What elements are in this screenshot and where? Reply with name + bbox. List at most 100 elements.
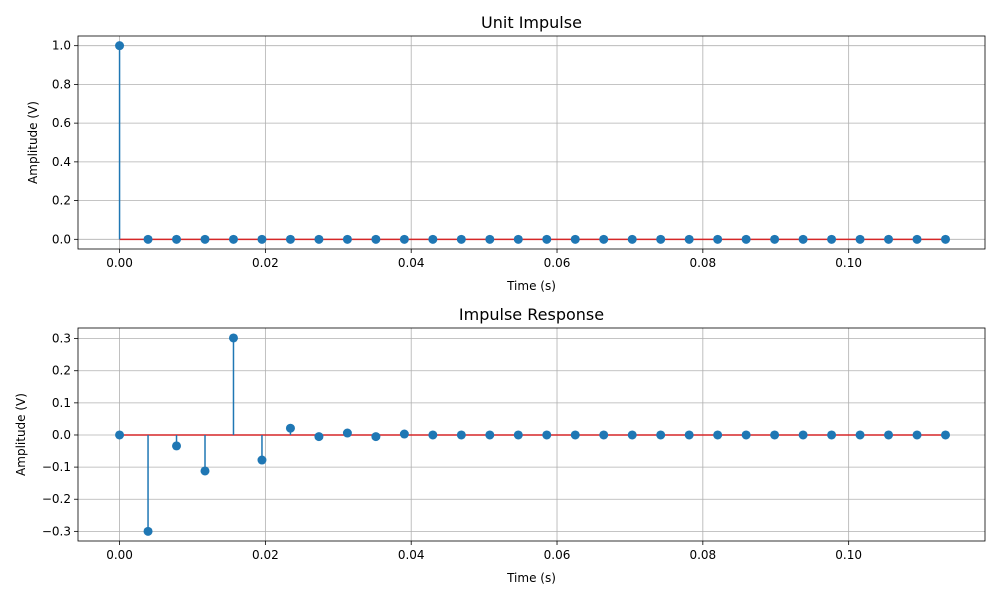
stem-marker — [627, 234, 637, 244]
stem-marker — [912, 430, 922, 440]
stem-marker — [912, 234, 922, 244]
x-tick-label: 0.08 — [689, 548, 716, 562]
tick-marks: 0.00 0.02 0.04 0.06 0.08 0.10 0.0 0.2 0.4 0.6 0.8 1… — [52, 39, 862, 270]
stem-marker — [542, 234, 552, 244]
stem-marker — [428, 234, 438, 244]
y-tick-label: 0.0 — [52, 428, 71, 442]
y-tick-label: 0.2 — [52, 364, 71, 378]
y-tick-label: 0.4 — [52, 155, 71, 169]
stem-marker — [713, 430, 723, 440]
stem-marker — [770, 234, 780, 244]
grid-lines — [78, 36, 985, 249]
y-tick-label: −0.3 — [42, 524, 71, 538]
x-tick-label: 0.08 — [689, 256, 716, 270]
stem-marker — [770, 430, 780, 440]
stem-series — [115, 333, 951, 536]
stem-marker — [713, 234, 723, 244]
stem-marker — [342, 234, 352, 244]
stem-marker — [285, 423, 295, 433]
stem-marker — [115, 430, 125, 440]
y-tick-label: 0.2 — [52, 194, 71, 208]
y-axis-label: Amplitude (V) — [14, 393, 28, 476]
stem-marker — [599, 430, 609, 440]
x-axis-label: Time (s) — [506, 279, 556, 293]
y-tick-label: 0.0 — [52, 232, 71, 246]
axes-frame — [77, 327, 986, 542]
stem-marker — [428, 430, 438, 440]
stem-marker — [827, 430, 837, 440]
stem-marker — [656, 430, 666, 440]
stem-marker — [884, 430, 894, 440]
stem-marker — [855, 234, 865, 244]
stem-marker — [399, 234, 409, 244]
stem-marker — [314, 432, 324, 442]
stem-marker — [570, 234, 580, 244]
y-tick-label: 0.6 — [52, 116, 71, 130]
chart-title: Impulse Response — [459, 305, 604, 324]
y-tick-label: −0.1 — [42, 460, 71, 474]
y-tick-label: 0.8 — [52, 77, 71, 91]
x-tick-label: 0.02 — [252, 256, 279, 270]
stem-series — [115, 41, 951, 244]
stem-marker — [115, 41, 125, 51]
x-tick-label: 0.00 — [106, 548, 133, 562]
stem-marker — [143, 526, 153, 536]
x-tick-label: 0.10 — [835, 256, 862, 270]
subplot-impulse-response: 0.00 0.02 0.04 0.06 0.08 0.10 −0.3 −0.2 −0.1 0.0 0… — [14, 305, 986, 585]
stem-marker — [399, 429, 409, 439]
stem-marker — [143, 234, 153, 244]
stem-marker — [257, 234, 267, 244]
stem-marker — [342, 428, 352, 438]
stem-marker — [200, 466, 210, 476]
x-tick-label: 0.06 — [544, 548, 571, 562]
chart-title: Unit Impulse — [481, 13, 582, 32]
stem-marker — [285, 234, 295, 244]
stem-marker — [542, 430, 552, 440]
stem-marker — [798, 430, 808, 440]
x-tick-label: 0.04 — [398, 256, 425, 270]
stem-marker — [513, 234, 523, 244]
y-tick-label: 0.1 — [52, 396, 71, 410]
x-tick-label: 0.10 — [835, 548, 862, 562]
stem-marker — [371, 432, 381, 442]
stem-marker — [570, 430, 580, 440]
stem-marker — [456, 430, 466, 440]
x-tick-label: 0.04 — [398, 548, 425, 562]
stem-marker — [684, 234, 694, 244]
stem-marker — [485, 234, 495, 244]
stem-marker — [627, 430, 637, 440]
stem-marker — [827, 234, 837, 244]
stem-marker — [172, 234, 182, 244]
stem-marker — [456, 234, 466, 244]
stem-marker — [513, 430, 523, 440]
stem-marker — [228, 234, 238, 244]
axes-frame — [77, 35, 986, 250]
stem-marker — [200, 234, 210, 244]
stem-marker — [884, 234, 894, 244]
subplot-unit-impulse: 0.00 0.02 0.04 0.06 0.08 0.10 0.0 0.2 0.4 0.6 0.8 1… — [26, 13, 986, 293]
stem-marker — [941, 234, 951, 244]
y-tick-label: −0.2 — [42, 492, 71, 506]
stem-marker — [684, 430, 694, 440]
stem-marker — [228, 333, 238, 343]
stem-marker — [798, 234, 808, 244]
y-tick-label: 1.0 — [52, 39, 71, 53]
stem-marker — [485, 430, 495, 440]
y-tick-label: 0.3 — [52, 332, 71, 346]
stem-marker — [656, 234, 666, 244]
x-axis-label: Time (s) — [506, 571, 556, 585]
stem-marker — [172, 441, 182, 451]
x-tick-label: 0.02 — [252, 548, 279, 562]
stem-marker — [257, 455, 267, 465]
stem-marker — [941, 430, 951, 440]
stem-marker — [314, 234, 324, 244]
x-tick-label: 0.06 — [544, 256, 571, 270]
stem-marker — [741, 430, 751, 440]
stem-marker — [855, 430, 865, 440]
stem-marker — [371, 234, 381, 244]
stem-marker — [599, 234, 609, 244]
tick-marks: 0.00 0.02 0.04 0.06 0.08 0.10 −0.3 −0.2 −0.1 0.0 0… — [42, 332, 862, 562]
x-tick-label: 0.00 — [106, 256, 133, 270]
stem-marker — [741, 234, 751, 244]
